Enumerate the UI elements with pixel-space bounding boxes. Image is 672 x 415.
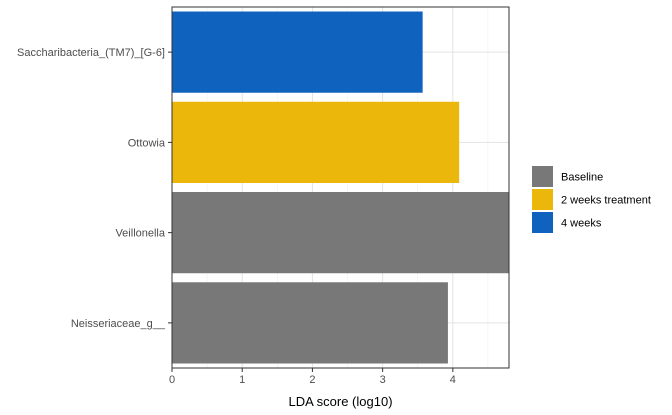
y-category-label: Saccharibacteria_(TM7)_[G-6]	[17, 47, 165, 59]
bars-layer	[172, 11, 509, 364]
bar	[172, 101, 460, 183]
x-axis-title: LDA score (log10)	[288, 394, 392, 409]
legend-key	[532, 189, 553, 210]
legend-label: 2 weeks treatment	[561, 195, 651, 207]
x-tick-label: 1	[239, 374, 245, 386]
legend-key	[532, 212, 553, 233]
x-tick-label: 0	[169, 374, 175, 386]
legend-label: 4 weeks	[561, 218, 602, 230]
legend-label: Baseline	[561, 172, 603, 184]
legend: Baseline 2 weeks treatment 4 weeks	[532, 166, 651, 233]
legend-key	[532, 166, 553, 187]
bar	[172, 282, 448, 364]
x-axis: 0 1 2 3 4	[169, 368, 456, 386]
y-category-label: Neisseriaceae_g__	[71, 318, 166, 330]
x-tick-label: 4	[450, 374, 456, 386]
bar	[172, 11, 423, 93]
y-category-label: Ottowia	[128, 137, 166, 149]
y-category-label: Veillonella	[115, 228, 165, 240]
x-tick-label: 2	[309, 374, 315, 386]
bar	[172, 192, 509, 274]
y-axis: Saccharibacteria_(TM7)_[G-6] Ottowia Veill…	[17, 47, 172, 330]
panel-border	[171, 6, 510, 369]
x-tick-label: 3	[380, 374, 386, 386]
